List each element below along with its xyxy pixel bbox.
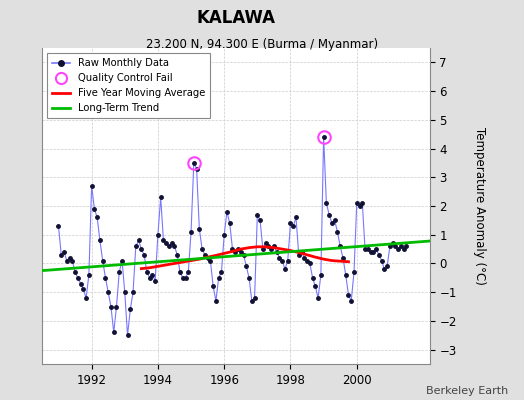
Title: KALAWA: KALAWA — [196, 9, 275, 27]
Legend: Raw Monthly Data, Quality Control Fail, Five Year Moving Average, Long-Term Tren: Raw Monthly Data, Quality Control Fail, … — [47, 53, 210, 118]
Text: 23.200 N, 94.300 E (Burma / Myanmar): 23.200 N, 94.300 E (Burma / Myanmar) — [146, 38, 378, 51]
Text: Berkeley Earth: Berkeley Earth — [426, 386, 508, 396]
Y-axis label: Temperature Anomaly (°C): Temperature Anomaly (°C) — [474, 127, 486, 285]
